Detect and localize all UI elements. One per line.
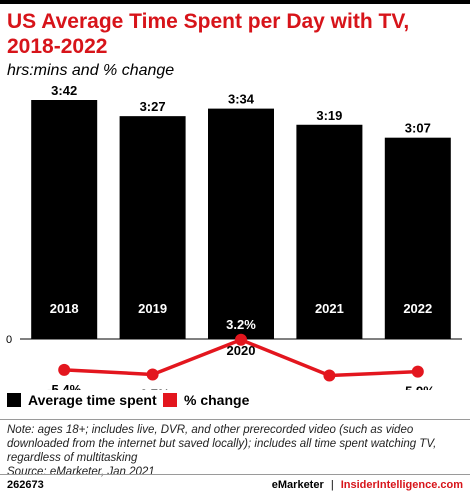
- legend-swatch-bar: [7, 393, 21, 407]
- footer: 262673 eMarketer | InsiderIntelligence.c…: [0, 479, 470, 495]
- category-label-2018: 2018: [50, 301, 79, 316]
- zero-tick-label: 0: [6, 334, 12, 346]
- pct-change-point-2019: [146, 368, 159, 381]
- bar-value-label-2021: 3:19: [316, 108, 342, 123]
- note-text: Note: ages 18+; includes live, DVR, and …: [7, 424, 437, 464]
- pct-change-point-2021: [323, 369, 336, 382]
- top-rule: [0, 0, 470, 4]
- chart-title: US Average Time Spent per Day with TV, 2…: [7, 10, 410, 58]
- bar-value-label-2018: 3:42: [51, 83, 77, 98]
- pct-change-point-2018: [58, 363, 71, 376]
- pct-change-point-2022: [411, 365, 424, 378]
- bar-value-label-2020: 3:34: [228, 92, 255, 107]
- brand-logo: eMarketer | InsiderIntelligence.com: [272, 479, 463, 491]
- bar-2021: [296, 124, 363, 339]
- bar-2020: [208, 108, 274, 339]
- category-label-2019: 2019: [138, 301, 167, 316]
- pct-change-label-2018: -5.4%: [47, 382, 81, 390]
- chart-legend: Average time spent % change: [7, 392, 467, 412]
- pct-change-label-2019: -6.7%: [136, 386, 170, 390]
- note-divider: [0, 419, 470, 420]
- footer-divider: [0, 474, 470, 475]
- bar-2019: [119, 116, 186, 339]
- legend-swatch-line: [163, 393, 177, 407]
- pct-change-point-2020: [235, 333, 247, 346]
- bar-value-label-2019: 3:27: [140, 99, 166, 114]
- chart-notes: Note: ages 18+; includes live, DVR, and …: [7, 423, 465, 479]
- bar-2022: [384, 137, 451, 339]
- pct-change-label-2022: -5.9%: [401, 384, 435, 390]
- legend-label-bar: Average time spent: [28, 392, 157, 408]
- brand-separator: |: [330, 479, 334, 491]
- brand-insider-intelligence: InsiderIntelligence.com: [340, 479, 463, 491]
- legend-item-bar: Average time spent: [7, 392, 157, 408]
- category-label-2021: 2021: [315, 301, 344, 316]
- brand-emarketer: eMarketer: [271, 479, 324, 491]
- chart-id: 262673: [7, 479, 44, 491]
- pct-change-label-2020: 3.2%: [226, 317, 256, 332]
- chart-plot: 0 3:42 3:27 3:34 3:19 3:07 2018 2019 2020 2021 202…: [6, 83, 462, 391]
- legend-item-line: % change: [163, 392, 249, 408]
- legend-label-line: % change: [184, 392, 250, 408]
- chart-subtitle: hrs:mins and % change: [7, 62, 175, 79]
- bar-value-label-2022: 3:07: [405, 121, 431, 136]
- category-label-2020: 2020: [227, 343, 256, 358]
- source-text: Source: eMarketer, Jan 2021: [7, 466, 155, 478]
- bar-2018: [31, 100, 98, 339]
- pct-change-label-2021: -7.0%: [312, 388, 346, 391]
- category-label-2022: 2022: [403, 301, 432, 316]
